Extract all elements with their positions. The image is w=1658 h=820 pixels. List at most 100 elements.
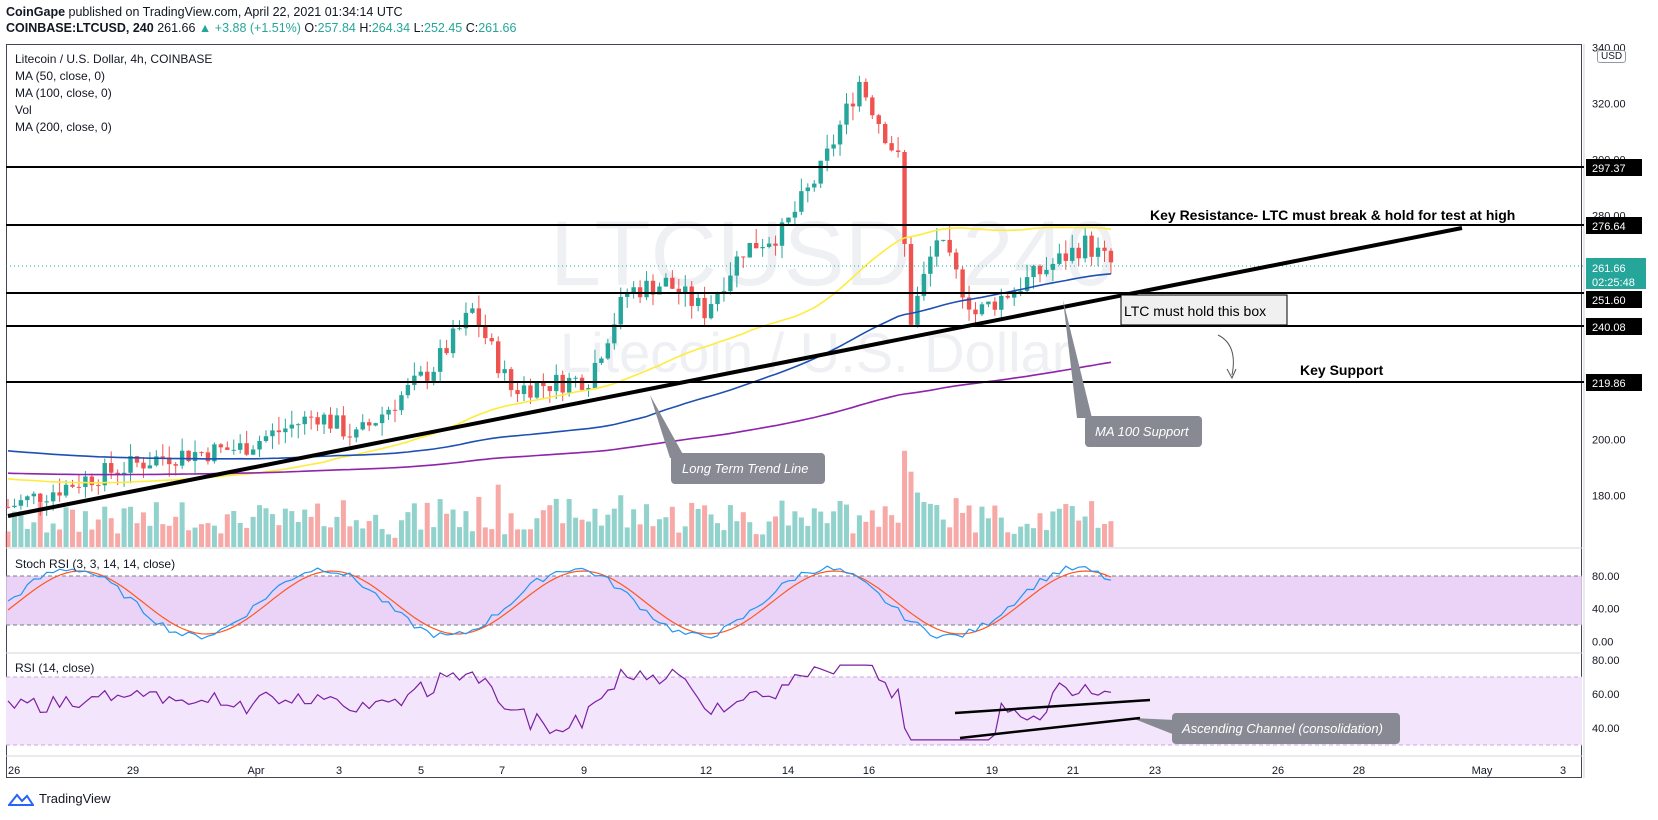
candle-body bbox=[141, 462, 146, 469]
volume-bar bbox=[276, 525, 282, 547]
volume-bar bbox=[192, 527, 198, 547]
hold-box-label: LTC must hold this box bbox=[1124, 303, 1266, 319]
candle-body bbox=[695, 297, 701, 306]
stoch-band bbox=[6, 576, 1582, 625]
volume-bar bbox=[398, 520, 404, 547]
currency-badge[interactable]: USD bbox=[1597, 50, 1627, 63]
volume-bar bbox=[1063, 504, 1069, 547]
volume-bars bbox=[5, 450, 1114, 547]
ascending-channel-callout bbox=[1172, 713, 1400, 744]
candle-body bbox=[1050, 263, 1056, 270]
volume-bar bbox=[560, 523, 566, 547]
volume-bar bbox=[953, 498, 959, 547]
ma100-legend[interactable]: MA (100, close, 0) bbox=[15, 86, 112, 100]
candle-body bbox=[296, 424, 301, 426]
volume-bar bbox=[579, 519, 585, 547]
volume-bar bbox=[147, 525, 153, 547]
open-label: O: bbox=[304, 21, 318, 35]
candles bbox=[5, 75, 1114, 516]
candle-body bbox=[244, 443, 249, 455]
candle-body bbox=[579, 377, 585, 390]
volume-bar bbox=[282, 508, 288, 547]
volume-bar bbox=[605, 514, 611, 547]
publish-date: published on TradingView.com, April 22, … bbox=[65, 5, 403, 19]
ma200-legend[interactable]: MA (200, close, 0) bbox=[15, 120, 112, 134]
candle-body bbox=[625, 292, 630, 297]
volume-bar bbox=[1037, 513, 1043, 547]
volume-bar bbox=[727, 505, 733, 547]
volume-bar bbox=[740, 512, 746, 547]
volume-bar bbox=[199, 524, 204, 547]
channel-upper-line bbox=[954, 698, 1151, 715]
candle-body bbox=[921, 273, 927, 296]
candle-body bbox=[437, 348, 443, 372]
tradingview-footer[interactable]: TradingView bbox=[8, 791, 111, 806]
candle-body bbox=[315, 417, 320, 425]
candle-body bbox=[876, 115, 881, 125]
volume-bar bbox=[166, 525, 172, 547]
volume-bar bbox=[850, 533, 856, 547]
volume-bar bbox=[689, 502, 695, 547]
candle-body bbox=[915, 295, 920, 325]
candle-body bbox=[18, 500, 24, 506]
time-tick-label: 3 bbox=[1560, 765, 1566, 777]
rsi-legend[interactable]: RSI (14, close) bbox=[15, 661, 95, 675]
ma50-legend[interactable]: MA (50, close, 0) bbox=[15, 69, 106, 83]
candle-body bbox=[128, 456, 133, 473]
candle-body bbox=[367, 422, 372, 426]
candle-body bbox=[863, 81, 869, 98]
volume-bar bbox=[869, 510, 875, 547]
time-tick-label: 9 bbox=[581, 765, 587, 777]
volume-bar bbox=[695, 508, 701, 547]
volume-bar bbox=[231, 511, 237, 547]
candle-body bbox=[76, 486, 82, 488]
candle-body bbox=[902, 152, 907, 244]
volume-bar bbox=[24, 528, 30, 547]
stoch-legend[interactable]: Stoch RSI (3, 3, 14, 14, close) bbox=[15, 557, 176, 571]
volume-bar bbox=[676, 532, 682, 547]
volume-bar bbox=[373, 514, 379, 547]
time-tick-label: 28 bbox=[1353, 765, 1365, 777]
candle-body bbox=[986, 301, 991, 305]
symbol-title[interactable]: Litecoin / U.S. Dollar, 4h, COINBASE bbox=[15, 52, 213, 66]
candle-body bbox=[960, 269, 965, 298]
low-label: L: bbox=[413, 21, 424, 35]
volume-bar bbox=[418, 529, 424, 547]
volume-bar bbox=[179, 502, 185, 547]
candle-body bbox=[392, 409, 398, 411]
volume-bar bbox=[624, 527, 630, 547]
volume-bar bbox=[773, 516, 779, 547]
candle-body bbox=[728, 275, 733, 292]
volume-bar bbox=[321, 526, 327, 547]
candle-body bbox=[121, 472, 127, 475]
volume-bar bbox=[644, 504, 650, 547]
publish-info: CoinGape published on TradingView.com, A… bbox=[6, 5, 403, 19]
time-tick-label: 7 bbox=[499, 765, 505, 777]
trend-line-callout bbox=[671, 453, 825, 484]
candle-body bbox=[12, 505, 17, 508]
volume-bar bbox=[218, 533, 224, 547]
volume-bar bbox=[392, 537, 398, 547]
candle-body bbox=[328, 414, 333, 429]
candle-body bbox=[792, 211, 798, 218]
volume-bar bbox=[934, 505, 940, 547]
tag-297-bg bbox=[1586, 159, 1642, 176]
chart-frame[interactable] bbox=[6, 44, 1582, 778]
candle-body bbox=[283, 428, 288, 433]
key-resistance-label: Key Resistance- LTC must break & hold fo… bbox=[1150, 207, 1515, 223]
candle-body bbox=[908, 243, 914, 325]
volume-bar bbox=[1031, 528, 1037, 547]
volume-bar bbox=[947, 527, 953, 547]
candle-body bbox=[547, 386, 552, 392]
candle-body bbox=[1012, 291, 1017, 298]
candle-body bbox=[560, 374, 565, 393]
open-value: 257.84 bbox=[317, 21, 356, 35]
volume-bar bbox=[811, 508, 817, 547]
volume-bar bbox=[1102, 523, 1107, 547]
candle-body bbox=[334, 415, 340, 429]
vol-legend[interactable]: Vol bbox=[15, 103, 32, 117]
volume-bar bbox=[476, 496, 482, 547]
candle-body bbox=[631, 287, 636, 293]
volume-bar bbox=[186, 530, 192, 547]
